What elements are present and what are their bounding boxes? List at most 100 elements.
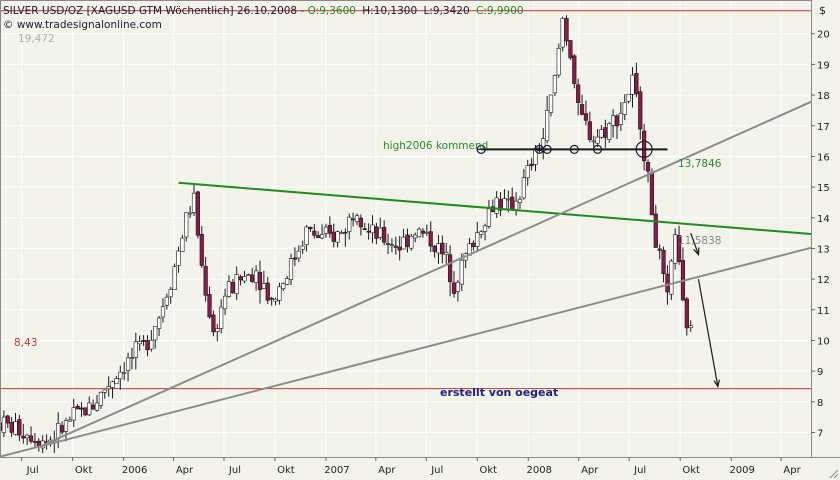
x-tick-label: Okt (682, 465, 700, 476)
candle-body (292, 257, 298, 260)
candle-body (653, 213, 658, 248)
candle-body (684, 298, 689, 329)
candle-body (335, 231, 340, 243)
candle-body (59, 425, 65, 433)
candle-body (129, 357, 135, 359)
candle-body (366, 230, 371, 233)
candle-body (517, 198, 523, 203)
candles-layer (0, 15, 693, 454)
candle-body (211, 314, 216, 333)
candle-body (137, 341, 142, 345)
y-tick-label: 12 (817, 275, 830, 286)
candle-body (273, 298, 278, 302)
candle-body (238, 276, 243, 281)
candle-body (420, 230, 426, 234)
candle-body (17, 419, 22, 436)
candle-body (448, 254, 453, 283)
candle-body (203, 266, 208, 296)
y-tick-label: 17 (817, 122, 830, 133)
horizontal-lines-layer (0, 10, 811, 390)
candle-body (397, 246, 402, 251)
copyright-label: © www.tradesignalonline.com (3, 19, 162, 31)
candle-body (521, 177, 526, 199)
candle-body (71, 407, 76, 421)
candle-body (649, 172, 655, 216)
candle-body (312, 230, 317, 236)
candle-body (548, 94, 554, 113)
candle-body (319, 234, 325, 239)
x-tick-label: Jul (430, 465, 443, 476)
candle-body (358, 217, 363, 228)
candle-body (389, 244, 395, 246)
candle-body (591, 140, 596, 143)
candle-body (94, 402, 100, 411)
candle-body (36, 440, 41, 447)
y-tick-label: 10 (817, 336, 830, 347)
candle-body (556, 48, 561, 76)
candle-body (607, 123, 612, 140)
candle-body (494, 197, 499, 214)
candle-body (440, 242, 445, 255)
candle-body (265, 282, 270, 301)
trend-line-steep_uptrend (42, 100, 812, 447)
x-tick-label: Jul (26, 465, 39, 476)
candle-body (409, 236, 414, 249)
x-tick-label: Okt (479, 465, 497, 476)
candle-body (300, 245, 305, 250)
arrows-layer (690, 232, 720, 388)
candle-body (327, 224, 332, 234)
y-tick-label: 14 (817, 214, 830, 225)
candle-body (168, 288, 173, 298)
candle-body (552, 75, 557, 94)
candle-body (250, 274, 255, 283)
candle-body (506, 198, 511, 201)
candle-body (122, 372, 127, 374)
level-13-label: 13,7846 (678, 158, 722, 170)
y-tick-label: 8 (817, 398, 823, 409)
candle-body (83, 407, 88, 416)
candle-body (444, 252, 449, 255)
candle-body (308, 226, 313, 229)
x-tick-label: 2006 (122, 465, 147, 476)
y-tick-label: 20 (817, 30, 830, 41)
candle-body (5, 415, 10, 424)
candle-body (98, 391, 103, 406)
candle-body (67, 419, 72, 422)
author-label: erstellt von oegeat (440, 386, 558, 399)
x-tick-label: Apr (378, 465, 396, 476)
candle-body (288, 258, 294, 280)
candle-body (149, 339, 154, 350)
y-tick-label: 7 (817, 428, 823, 439)
candle-body (254, 270, 259, 283)
candle-body (587, 121, 592, 141)
candle-body (281, 283, 286, 290)
candle-body (579, 104, 585, 115)
candle-body (545, 110, 550, 142)
candle-body (32, 441, 38, 443)
candle-body (622, 102, 627, 115)
candle-body (405, 234, 410, 247)
candle-body (153, 326, 158, 341)
resize-grip-icon[interactable] (829, 469, 839, 479)
open-value: O:9,3600 (308, 5, 356, 17)
candle-body (160, 306, 166, 318)
candle-body (261, 283, 266, 289)
y-tick-label: 11 (817, 306, 830, 317)
candle-body (63, 420, 69, 432)
x-tick-label: Apr (176, 465, 194, 476)
x-tick-label: Apr (783, 465, 801, 476)
candle-body (482, 225, 488, 232)
candle-body (630, 74, 635, 95)
candle-body (595, 136, 600, 144)
candle-body (87, 402, 92, 416)
candle-body (657, 248, 662, 251)
candle-body (525, 165, 530, 179)
candle-body (257, 272, 263, 290)
x-axis: Jul Okt 2006 Apr Jul Okt 2007 Apr Jul Okt 2008 Apr J… (21, 457, 802, 476)
candle-body (676, 235, 682, 262)
forecast-arrow-shaft (697, 279, 719, 387)
forecast-arrow-head-icon (693, 247, 700, 257)
candle-body (180, 237, 185, 252)
candle-body (393, 245, 398, 248)
candle-body (634, 73, 639, 95)
